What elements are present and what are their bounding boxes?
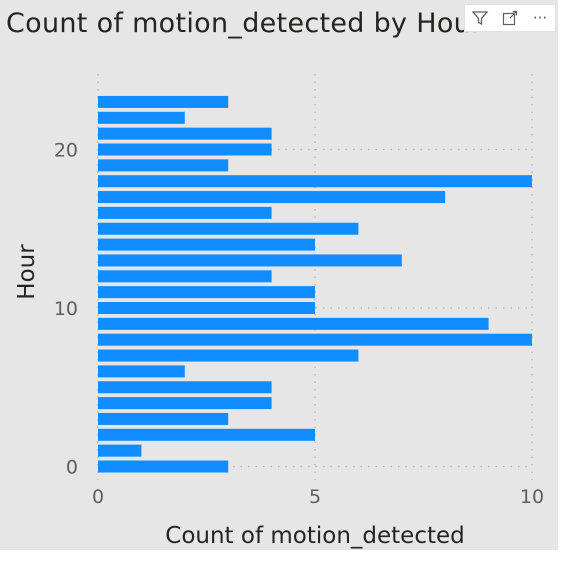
bar[interactable] [98,111,185,124]
bar[interactable] [98,381,272,394]
bar[interactable] [98,317,489,330]
visual-header-toolbar: ··· [464,4,556,32]
bar[interactable] [98,127,272,140]
bar[interactable] [98,428,315,441]
visual-card: Count of motion_detected by Hour ··· 0 5 1… [0,0,558,550]
bar[interactable] [98,191,446,204]
y-tick-label: 0 [66,457,78,479]
y-tick-label: 20 [54,140,78,162]
bar[interactable] [98,222,359,235]
bar-chart: 0 5 10 0 10 20 Count of motion_detected Hour [14,74,544,549]
bar[interactable] [98,365,185,378]
bar[interactable] [98,286,315,299]
bar[interactable] [98,175,532,188]
bar[interactable] [98,254,402,267]
bar[interactable] [98,143,272,156]
bars [98,95,532,473]
chart-title: Count of motion_detected by Hour [6,8,483,39]
y-axis-ticks: 0 10 20 [54,140,78,479]
bar[interactable] [98,333,532,346]
y-tick-label: 10 [54,298,78,320]
bar[interactable] [98,397,272,410]
focus-mode-icon-graphic [502,10,518,26]
filter-icon-graphic [471,11,489,26]
filter-icon[interactable] [465,5,495,31]
more-options-icon[interactable]: ··· [532,9,548,27]
bar[interactable] [98,302,315,314]
bar[interactable] [98,206,272,219]
y-axis-title: Hour [14,244,40,300]
bar[interactable] [98,412,229,425]
bar[interactable] [98,159,229,172]
x-axis-title: Count of motion_detected [165,523,464,549]
bar[interactable] [98,270,272,283]
bar[interactable] [98,349,359,362]
x-tick-label: 5 [309,486,321,508]
bar[interactable] [98,444,142,457]
x-tick-label: 10 [520,486,544,508]
x-tick-label: 0 [92,486,104,508]
bar[interactable] [98,460,229,473]
x-axis-ticks: 0 5 10 [92,486,544,508]
focus-mode-icon[interactable] [495,5,525,31]
bar[interactable] [98,238,315,251]
bar[interactable] [98,95,229,108]
